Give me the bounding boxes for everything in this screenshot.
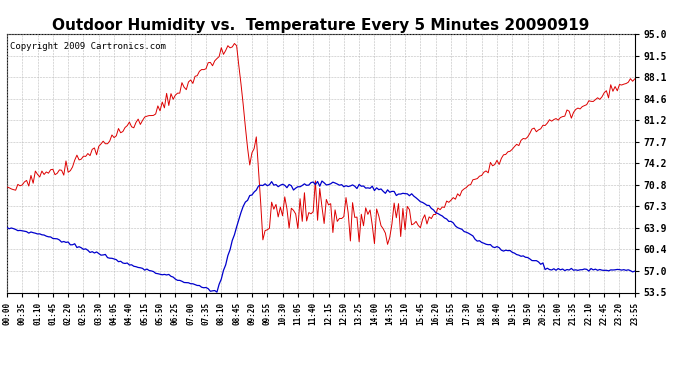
Title: Outdoor Humidity vs.  Temperature Every 5 Minutes 20090919: Outdoor Humidity vs. Temperature Every 5… <box>52 18 589 33</box>
Text: Copyright 2009 Cartronics.com: Copyright 2009 Cartronics.com <box>10 42 166 51</box>
